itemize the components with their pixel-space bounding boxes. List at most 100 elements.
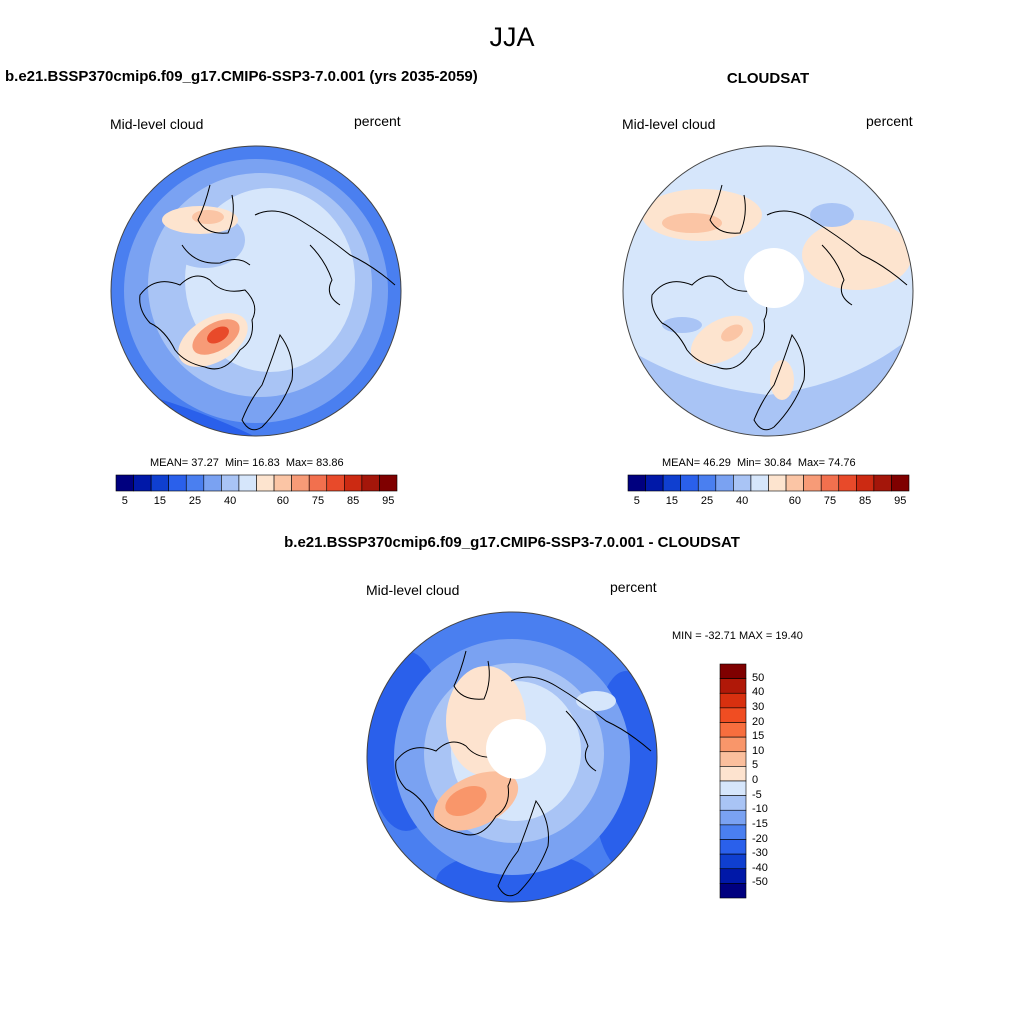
- model-min-value: 16.83: [252, 457, 280, 469]
- colorbar-swatch: [344, 474, 363, 492]
- colorbar-swatch: [697, 474, 717, 492]
- colorbar-tick-label: 95: [382, 495, 395, 507]
- colorbar-swatch: [645, 474, 664, 492]
- colorbar-swatch: [627, 474, 646, 492]
- obs-min-label: Min=: [736, 457, 762, 469]
- colorbar-swatch: [891, 474, 910, 492]
- colorbar-tick-label: 15: [665, 495, 679, 507]
- obs-panel-title: CLOUDSAT: [726, 70, 810, 87]
- obs-polar-map: [622, 145, 914, 437]
- colorbar-swatch: [361, 474, 380, 492]
- colorbar-tick-label: -40: [752, 861, 768, 874]
- colorbar-tick-label: 30: [752, 700, 765, 713]
- obs-variable-label: Mid-level cloud: [622, 116, 716, 132]
- colorbar-swatch: [719, 853, 747, 870]
- colorbar-swatch: [719, 736, 747, 753]
- colorbar-swatch: [750, 474, 769, 492]
- colorbar-swatch: [326, 474, 345, 492]
- model-panel-title: b.e21.BSSP370cmip6.f09_g17.CMIP6-SSP3-7.…: [5, 68, 478, 85]
- difference-polar-map: [366, 611, 658, 903]
- colorbar-tick-label: 85: [346, 495, 360, 507]
- colorbar-swatch: [785, 474, 804, 492]
- colorbar-swatch: [256, 474, 275, 492]
- colorbar-tick-label: 95: [894, 495, 907, 507]
- model-stats: MEAN= 37.27 Min= 16.83 Max= 83.86: [150, 457, 344, 469]
- colorbar-swatch: [150, 474, 169, 492]
- colorbar-swatch: [719, 809, 747, 826]
- colorbar-tick-label: -30: [752, 847, 768, 860]
- colorbar-swatch: [238, 474, 257, 492]
- colorbar-swatch: [719, 692, 747, 709]
- colorbar-swatch: [185, 474, 205, 492]
- obs-max-value: 74.76: [828, 457, 856, 469]
- colorbar-swatch: [115, 474, 134, 492]
- colorbar-swatch: [719, 795, 747, 811]
- colorbar-swatch: [719, 883, 747, 899]
- colorbar-swatch: [873, 474, 892, 492]
- model-max-value: 83.86: [316, 457, 344, 469]
- model-colorbar: [115, 474, 398, 492]
- difference-panel-title: b.e21.BSSP370cmip6.f09_g17.CMIP6-SSP3-7.…: [284, 534, 740, 551]
- model-max-label: Max=: [285, 457, 314, 469]
- colorbar-swatch: [203, 474, 222, 492]
- obs-mean-label: MEAN=: [662, 457, 701, 469]
- colorbar-tick-label: -50: [752, 876, 768, 889]
- colorbar-swatch: [680, 474, 699, 492]
- colorbar-swatch: [273, 474, 292, 492]
- obs-max-label: Max=: [797, 457, 826, 469]
- colorbar-tick-label: 60: [276, 495, 289, 507]
- colorbar-tick-label: -10: [752, 803, 768, 816]
- colorbar-swatch: [803, 474, 822, 492]
- colorbar-tick-label: 5: [633, 495, 640, 507]
- model-min-label: Min=: [224, 457, 250, 469]
- colorbar-tick-label: 5: [121, 495, 128, 507]
- obs-mean-value: 46.29: [703, 457, 731, 469]
- colorbar-tick-label: 60: [788, 495, 801, 507]
- colorbar-swatch: [768, 474, 787, 492]
- colorbar-swatch: [133, 474, 152, 492]
- model-colorbar-ticks: 5 15 25 40 60 75 85 95: [116, 495, 397, 509]
- colorbar-swatch: [719, 678, 747, 694]
- colorbar-tick-label: 15: [752, 730, 765, 743]
- colorbar-tick-label: -20: [752, 832, 768, 845]
- colorbar-tick-label: 40: [736, 495, 749, 507]
- colorbar-swatch: [221, 474, 240, 492]
- colorbar-tick-label: 50: [752, 671, 765, 684]
- colorbar-tick-label: 25: [188, 495, 202, 507]
- diff-units-label: percent: [610, 579, 657, 595]
- colorbar-tick-label: 40: [224, 495, 237, 507]
- colorbar-swatch: [715, 474, 734, 492]
- colorbar-swatch: [719, 663, 747, 679]
- colorbar-swatch: [719, 722, 747, 738]
- colorbar-tick-label: -15: [752, 817, 768, 830]
- diff-min-max: MIN = -32.71 MAX = 19.40: [672, 630, 803, 642]
- colorbar-swatch: [820, 474, 840, 492]
- colorbar-swatch: [733, 474, 752, 492]
- colorbar-swatch: [291, 474, 310, 492]
- obs-min-value: 30.84: [764, 457, 792, 469]
- colorbar-swatch: [719, 707, 747, 723]
- colorbar-tick-label: 20: [752, 715, 765, 728]
- obs-colorbar-ticks: 5 15 25 40 60 75 85 95: [628, 495, 909, 509]
- model-units-label: percent: [354, 113, 401, 129]
- colorbar-tick-label: 85: [858, 495, 872, 507]
- colorbar-tick-label: -5: [752, 788, 762, 801]
- colorbar-tick-label: 5: [752, 759, 759, 772]
- colorbar-swatch: [856, 474, 875, 492]
- colorbar-swatch: [838, 474, 857, 492]
- colorbar-tick-label: 0: [752, 774, 759, 786]
- difference-colorbar-ticks: 50 40 30 20 15 10 5 0 -5 -10 -15 -20 -30 -40 -50: [752, 664, 792, 898]
- colorbar-swatch: [719, 780, 747, 796]
- model-mean-label: MEAN=: [150, 457, 189, 469]
- colorbar-swatch: [719, 868, 747, 884]
- model-polar-map: [110, 145, 402, 437]
- colorbar-tick-label: 75: [823, 495, 837, 507]
- colorbar-tick-label: 25: [700, 495, 714, 507]
- colorbar-swatch: [662, 474, 681, 492]
- figure-season-title: JJA: [489, 22, 535, 52]
- obs-colorbar: [627, 474, 910, 492]
- colorbar-swatch: [379, 474, 398, 492]
- colorbar-swatch: [308, 474, 328, 492]
- colorbar-tick-label: 40: [752, 686, 765, 699]
- colorbar-tick-label: 75: [311, 495, 325, 507]
